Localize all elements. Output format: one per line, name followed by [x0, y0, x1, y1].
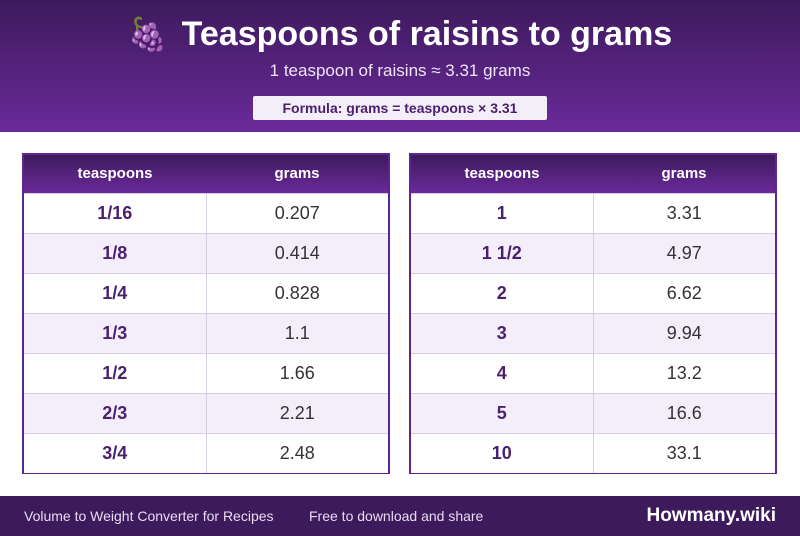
grams-cell: 4.97: [666, 243, 702, 263]
brand-logo-text[interactable]: Howmany.wiki: [646, 505, 776, 526]
grams-cell: 1.1: [284, 323, 310, 343]
page-header: 🍇 Teaspoons of raisins to grams 1 teaspo…: [0, 0, 800, 132]
grams-cell: 13.2: [666, 363, 702, 383]
table-row: 1/3 1.1: [24, 313, 388, 353]
column-header-teaspoons: teaspoons: [464, 165, 540, 182]
grams-cell: 2.21: [279, 403, 315, 423]
grams-cell: 0.828: [274, 283, 320, 303]
teaspoons-cell: 4: [411, 354, 594, 393]
grams-cell: 0.414: [274, 243, 320, 263]
teaspoons-cell: 3/4: [24, 434, 207, 473]
table-row: 3/4 2.48: [24, 433, 388, 473]
table-row: 1/4 0.828: [24, 273, 388, 313]
table-row: 1 3.31: [411, 193, 775, 233]
table-row: 2 6.62: [411, 273, 775, 313]
table-row: 1 1/2 4.97: [411, 233, 775, 273]
page-subtitle: 1 teaspoon of raisins ≈ 3.31 grams: [269, 61, 531, 80]
conversion-table-right: teaspoons grams 1 3.31 1 1/2 4.97 2 6.62 3 9.94…: [409, 153, 777, 474]
footer-share-note: Free to download and share: [309, 508, 484, 524]
table-row: 5 16.6: [411, 393, 775, 433]
teaspoons-cell: 1/4: [24, 274, 207, 313]
footer-description: Volume to Weight Converter for Recipes: [24, 508, 274, 524]
column-header-grams: grams: [274, 165, 320, 182]
teaspoons-cell: 1: [411, 194, 594, 233]
title-row: 🍇 Teaspoons of raisins to grams: [0, 14, 800, 54]
table-row: 10 33.1: [411, 433, 775, 473]
table-row: 1/8 0.414: [24, 233, 388, 273]
conversion-table-left: teaspoons grams 1/16 0.207 1/8 0.414 1/4 0.82…: [22, 153, 390, 474]
grams-cell: 2.48: [279, 443, 315, 463]
grams-cell: 33.1: [666, 443, 702, 463]
column-header-teaspoons: teaspoons: [77, 165, 153, 182]
table-row: 3 9.94: [411, 313, 775, 353]
teaspoons-cell: 1/2: [24, 354, 207, 393]
grams-cell: 0.207: [274, 203, 320, 223]
table-row: 1/2 1.66: [24, 353, 388, 393]
table-row: 4 13.2: [411, 353, 775, 393]
teaspoons-cell: 1/16: [24, 194, 207, 233]
teaspoons-cell: 2/3: [24, 394, 207, 433]
teaspoons-cell: 10: [411, 434, 594, 473]
teaspoons-cell: 5: [411, 394, 594, 433]
teaspoons-cell: 3: [411, 314, 594, 353]
table-header: teaspoons grams: [411, 155, 775, 193]
page-title: Teaspoons of raisins to grams: [181, 15, 673, 53]
table-row: 2/3 2.21: [24, 393, 388, 433]
grams-cell: 16.6: [666, 403, 702, 423]
table-body: 1 3.31 1 1/2 4.97 2 6.62 3 9.94 4 13.2 5 16.6 10 33.1: [411, 193, 775, 473]
column-header-grams: grams: [661, 165, 707, 182]
teaspoons-cell: 1/8: [24, 234, 207, 273]
table-body: 1/16 0.207 1/8 0.414 1/4 0.828 1/3 1.1 1/2 1.66 2/…: [24, 193, 388, 473]
teaspoons-cell: 1 1/2: [411, 234, 594, 273]
teaspoons-cell: 2: [411, 274, 594, 313]
teaspoons-cell: 1/3: [24, 314, 207, 353]
table-header: teaspoons grams: [24, 155, 388, 193]
grapes-icon: 🍇: [127, 15, 168, 53]
formula-badge: Formula: grams = teaspoons × 3.31: [253, 96, 547, 120]
grams-cell: 6.62: [666, 283, 702, 303]
grams-cell: 1.66: [279, 363, 315, 383]
page-footer: Volume to Weight Converter for Recipes F…: [0, 496, 800, 536]
grams-cell: 9.94: [666, 323, 702, 343]
grams-cell: 3.31: [666, 203, 702, 223]
table-row: 1/16 0.207: [24, 193, 388, 233]
